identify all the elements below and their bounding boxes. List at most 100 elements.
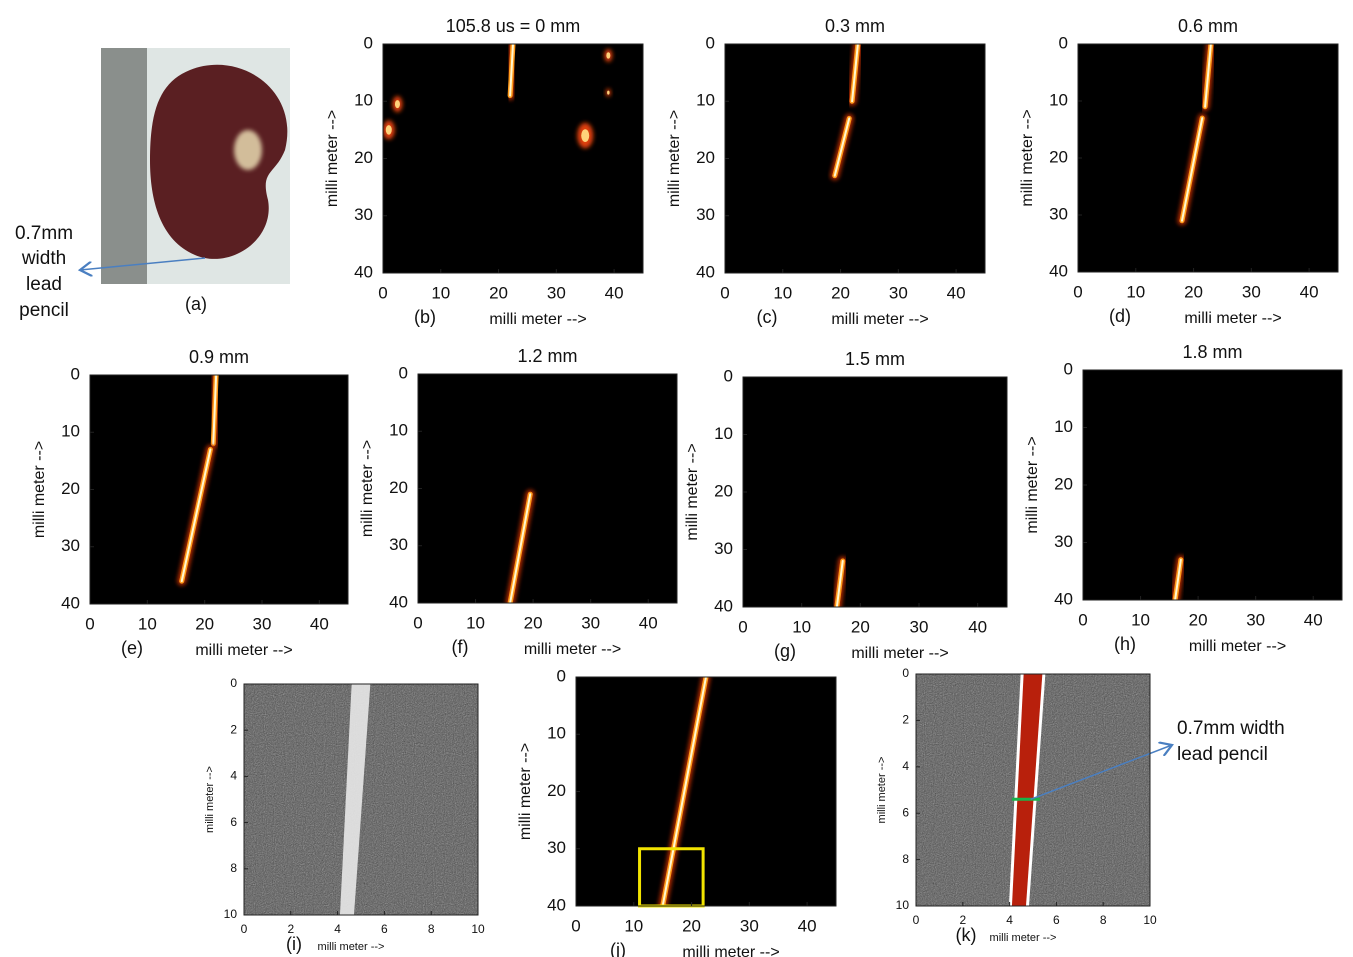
y-tick-label: 20 <box>1049 147 1068 166</box>
y-tick-label: 4 <box>902 759 909 773</box>
y-axis-label: milli meter --> <box>1019 109 1036 206</box>
streak-core <box>180 448 212 583</box>
x-tick-label: 10 <box>1126 282 1145 301</box>
x-tick-label: 40 <box>1304 610 1323 629</box>
y-tick-label: 30 <box>61 536 80 555</box>
y-tick-label: 0 <box>557 666 566 685</box>
y-tick-label: 2 <box>230 722 237 736</box>
pencil-echo <box>339 684 371 915</box>
x-tick-label: 10 <box>431 283 450 302</box>
x-tick-label: 10 <box>138 614 157 633</box>
x-axis-label: milli meter --> <box>990 932 1057 944</box>
x-tick-label: 10 <box>792 617 811 636</box>
x-tick-label: 30 <box>740 916 759 935</box>
x-axis-label: milli meter --> <box>195 642 292 659</box>
x-tick-label: 30 <box>910 617 929 636</box>
caption: (e) <box>121 638 143 658</box>
y-tick-label: 4 <box>230 769 237 783</box>
x-tick-label: 10 <box>471 922 485 936</box>
caption: (c) <box>757 307 778 327</box>
y-tick-label: 0 <box>724 366 733 385</box>
x-tick-label: 2 <box>287 922 294 936</box>
x-tick-label: 0 <box>378 283 387 302</box>
x-tick-label: 20 <box>682 916 701 935</box>
image <box>1083 370 1342 600</box>
y-axis-label: milli meter --> <box>359 440 376 537</box>
y-tick-label: 40 <box>354 262 373 281</box>
x-tick-label: 20 <box>851 617 870 636</box>
x-tick-label: 4 <box>1006 913 1013 927</box>
y-tick-label: 30 <box>389 535 408 554</box>
image-bg <box>418 374 677 603</box>
y-tick-label: 10 <box>61 422 80 441</box>
blob-core <box>394 100 400 109</box>
x-tick-label: 40 <box>639 613 658 632</box>
image <box>90 375 348 604</box>
annotation: 0.7mm <box>15 223 73 244</box>
y-tick-label: 30 <box>714 539 733 558</box>
x-tick-label: 8 <box>1100 913 1107 927</box>
x-tick-label: 30 <box>253 614 272 633</box>
y-tick-label: 40 <box>1054 589 1073 608</box>
x-tick-label: 40 <box>947 283 966 302</box>
panel: 0 10 20 30 40 0 10 20 30 40 0.9 mm (e) milli meter -… <box>31 347 349 659</box>
x-axis-label: milli meter --> <box>1189 638 1286 655</box>
y-axis-label: milli meter --> <box>324 110 341 207</box>
y-tick-label: 10 <box>354 91 373 110</box>
x-tick-label: 0 <box>738 617 747 636</box>
x-tick-label: 20 <box>195 614 214 633</box>
y-axis-label: milli meter --> <box>684 443 701 540</box>
x-tick-label: 10 <box>466 613 485 632</box>
panel: 0 10 20 30 40 0 10 20 30 40 1.8 mm (h) milli meter -… <box>1024 342 1343 655</box>
x-tick-label: 0 <box>1073 282 1082 301</box>
y-tick-label: 0 <box>1064 359 1073 378</box>
y-tick-label: 6 <box>902 805 909 819</box>
image <box>383 44 643 273</box>
image <box>244 684 478 915</box>
blob-core <box>606 52 611 59</box>
x-tick-label: 2 <box>959 913 966 927</box>
streak-core <box>661 677 707 906</box>
streak-core <box>833 117 851 177</box>
y-tick-label: 10 <box>389 421 408 440</box>
axes-frame <box>915 673 1151 907</box>
y-tick-label: 0 <box>364 33 373 52</box>
y-tick-label: 10 <box>224 907 238 921</box>
x-tick-label: 0 <box>1078 610 1087 629</box>
x-axis-label: milli meter --> <box>851 645 948 662</box>
x-axis-label: milli meter --> <box>318 941 385 953</box>
x-tick-label: 0 <box>241 922 248 936</box>
x-tick-label: 0 <box>913 913 920 927</box>
x-tick-label: 20 <box>489 283 508 302</box>
y-tick-label: 20 <box>61 479 80 498</box>
panel-title: 0.6 mm <box>1178 16 1238 36</box>
panel: 0 10 20 30 40 0 10 20 30 40 1.5 mm (g) milli meter -… <box>684 349 1008 662</box>
y-tick-label: 30 <box>354 205 373 224</box>
y-tick-label: 40 <box>389 592 408 611</box>
annotation-arrow <box>80 257 206 270</box>
pencil-overlay <box>1011 674 1043 906</box>
panel-title: 0.9 mm <box>189 347 249 367</box>
y-tick-label: 10 <box>1049 90 1068 109</box>
annotation: 0.7mm width <box>1177 718 1285 739</box>
image-bg <box>576 677 836 906</box>
y-tick-label: 0 <box>1059 33 1068 52</box>
y-tick-label: 0 <box>902 666 909 680</box>
y-tick-label: 8 <box>230 861 237 875</box>
caption: (k) <box>956 925 977 945</box>
x-tick-label: 0 <box>413 613 422 632</box>
y-tick-label: 20 <box>1054 474 1073 493</box>
x-tick-label: 40 <box>968 617 987 636</box>
caption: (i) <box>286 934 302 954</box>
y-tick-label: 40 <box>1049 261 1068 280</box>
x-tick-label: 10 <box>1131 610 1150 629</box>
y-tick-label: 40 <box>547 895 566 914</box>
x-tick-label: 0 <box>720 283 729 302</box>
panel: 0 10 20 30 40 0 10 20 30 40 0.6 mm (d) milli meter -… <box>1019 16 1339 327</box>
annotation: lead pencil <box>1177 744 1268 765</box>
y-tick-label: 10 <box>547 724 566 743</box>
streak-core <box>1174 558 1182 600</box>
x-tick-label: 20 <box>524 613 543 632</box>
